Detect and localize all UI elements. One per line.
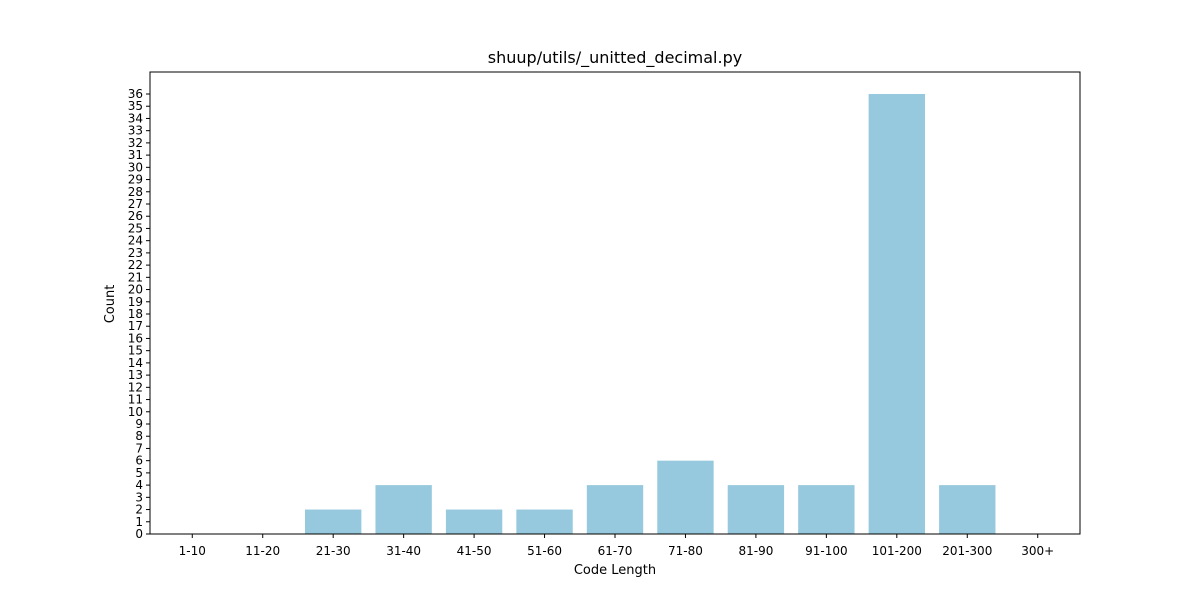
y-tick-label: 24 xyxy=(128,234,143,248)
y-tick-label: 29 xyxy=(128,173,143,187)
x-tick-label: 61-70 xyxy=(598,544,633,558)
bars-group xyxy=(305,94,996,534)
y-tick-label: 10 xyxy=(128,405,143,419)
y-axis-label: Count xyxy=(103,285,118,324)
x-tick-label: 300+ xyxy=(1021,544,1054,558)
x-tick-label: 11-20 xyxy=(245,544,280,558)
y-tick-label: 9 xyxy=(135,417,143,431)
y-tick-label: 33 xyxy=(128,124,143,138)
x-tick-label: 71-80 xyxy=(668,544,703,558)
bar-21-30 xyxy=(305,509,362,534)
bar-71-80 xyxy=(657,460,714,534)
y-tick-label: 35 xyxy=(128,99,143,113)
bar-201-300 xyxy=(939,485,996,534)
y-tick-label: 4 xyxy=(135,478,143,492)
x-tick-label: 1-10 xyxy=(179,544,206,558)
y-tick-label: 36 xyxy=(128,87,143,101)
y-tick-label: 15 xyxy=(128,344,143,358)
y-tick-label: 2 xyxy=(135,503,143,517)
bar-91-100 xyxy=(798,485,855,534)
bar-41-50 xyxy=(445,509,503,534)
y-tick-label: 11 xyxy=(128,393,143,407)
x-tick-label: 21-30 xyxy=(316,544,351,558)
x-axis-ticks: 1-10 11-20 21-30 31-40 41-50 51-60 61-70 71-80 8… xyxy=(179,534,1054,558)
y-tick-label: 19 xyxy=(128,295,143,309)
y-tick-label: 13 xyxy=(128,368,143,382)
bar-31-40 xyxy=(375,485,432,534)
y-tick-label: 3 xyxy=(135,490,143,504)
x-tick-label: 101-200 xyxy=(872,544,922,558)
y-tick-label: 6 xyxy=(135,454,143,468)
y-tick-label: 7 xyxy=(135,441,143,455)
y-tick-label: 14 xyxy=(128,356,143,370)
bar-51-60 xyxy=(516,509,573,534)
x-tick-label: 51-60 xyxy=(527,544,562,558)
y-tick-label: 25 xyxy=(128,221,143,235)
y-tick-label: 32 xyxy=(128,136,143,150)
bar-101-200 xyxy=(868,94,925,534)
y-tick-label: 28 xyxy=(128,185,143,199)
x-tick-label: 91-100 xyxy=(805,544,848,558)
bar-81-90 xyxy=(727,485,785,534)
y-tick-label: 20 xyxy=(128,283,143,297)
y-tick-label: 12 xyxy=(128,380,143,394)
x-tick-label: 201-300 xyxy=(942,544,992,558)
y-tick-label: 0 xyxy=(135,527,143,541)
x-axis-label: Code Length xyxy=(574,563,656,578)
plot-frame xyxy=(149,71,1081,535)
y-tick-label: 5 xyxy=(135,466,143,480)
y-tick-label: 16 xyxy=(128,331,143,345)
chart-title: shuup/utils/_unitted_decimal.py xyxy=(488,48,742,68)
y-tick-label: 18 xyxy=(128,307,143,321)
y-tick-label: 30 xyxy=(128,160,143,174)
bar-61-70 xyxy=(586,485,644,534)
y-tick-label: 31 xyxy=(128,148,143,162)
y-tick-label: 22 xyxy=(128,258,143,272)
x-tick-label: 41-50 xyxy=(457,544,492,558)
y-tick-label: 26 xyxy=(128,209,143,223)
x-tick-label: 31-40 xyxy=(386,544,421,558)
y-tick-label: 27 xyxy=(128,197,143,211)
y-tick-label: 21 xyxy=(128,270,143,284)
y-tick-label: 1 xyxy=(135,515,143,529)
y-tick-label: 8 xyxy=(135,429,143,443)
x-tick-label: 81-90 xyxy=(738,544,773,558)
y-axis-ticks: 0123456789101112131415161718192021222324… xyxy=(128,87,150,541)
y-tick-label: 23 xyxy=(128,246,143,260)
y-tick-label: 17 xyxy=(128,319,143,333)
y-tick-label: 34 xyxy=(128,111,143,125)
